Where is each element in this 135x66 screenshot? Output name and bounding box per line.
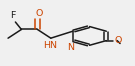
Text: O: O: [36, 9, 43, 18]
Text: HN: HN: [43, 41, 58, 50]
Text: O: O: [114, 36, 122, 45]
Text: F: F: [10, 11, 15, 20]
Text: N: N: [67, 43, 74, 52]
